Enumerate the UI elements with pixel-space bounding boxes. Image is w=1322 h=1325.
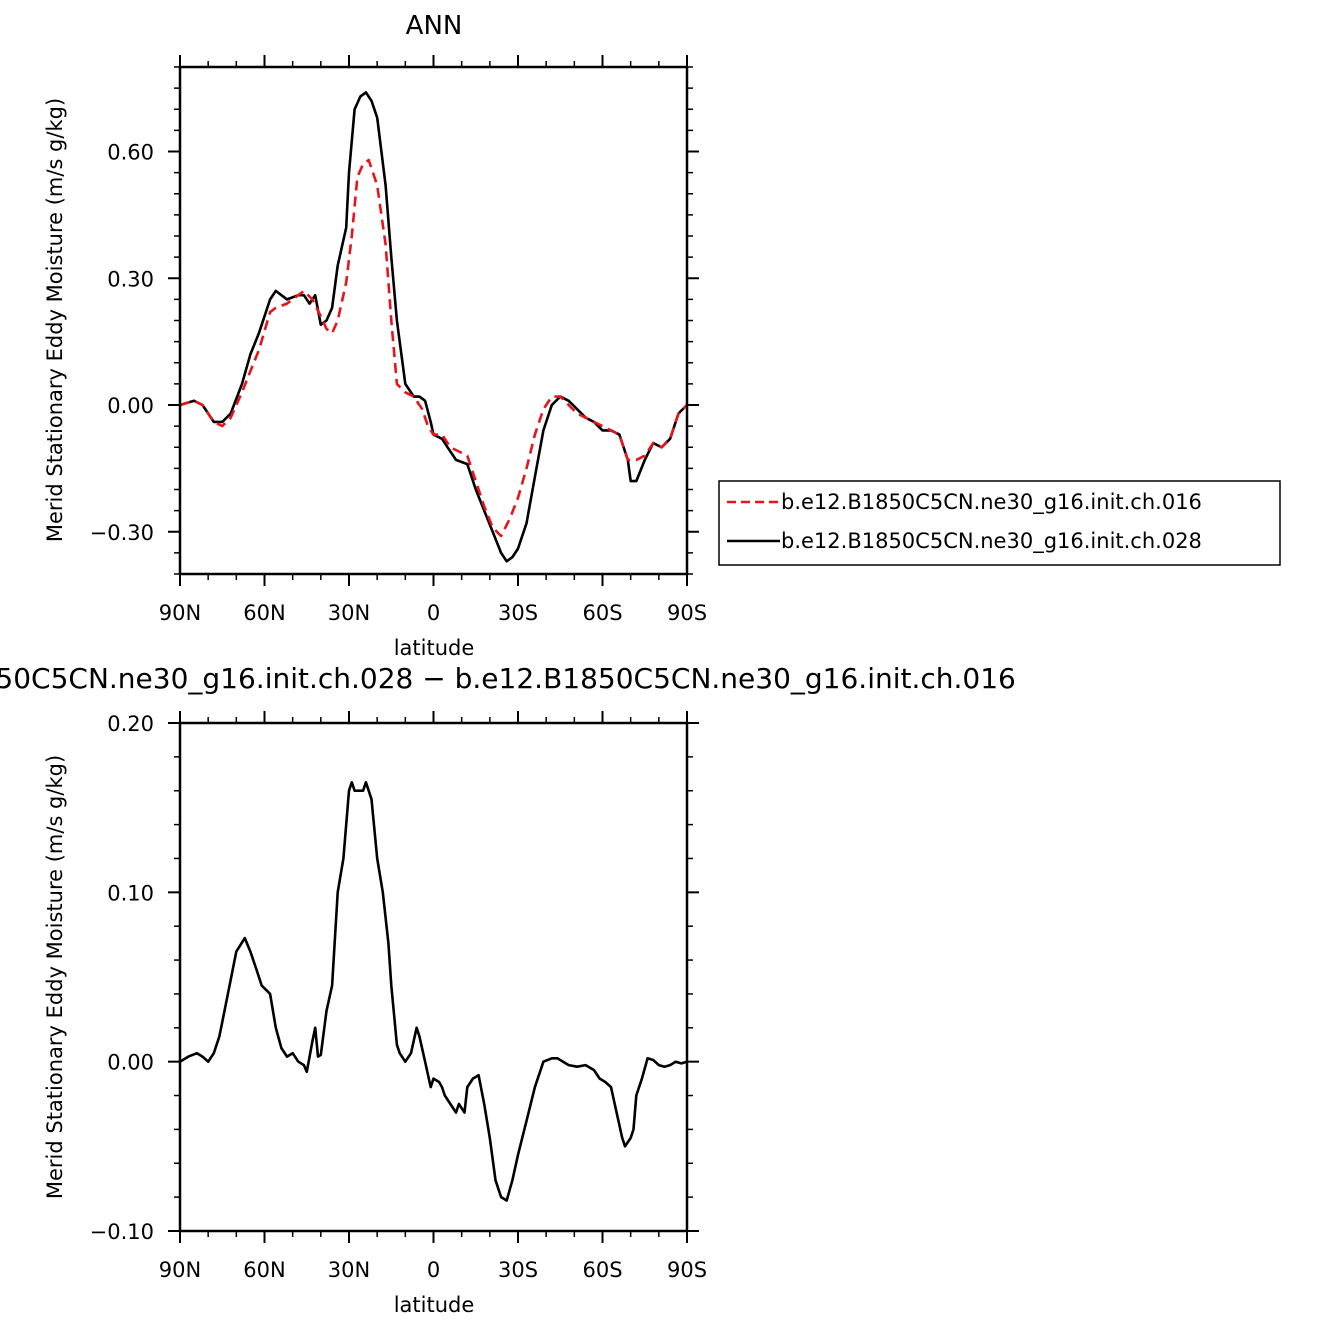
top-plot-frame bbox=[178, 65, 689, 576]
legend-box bbox=[718, 480, 1281, 566]
top-x-tick-label: 60N bbox=[243, 601, 285, 625]
top-y-axis-title: Merid Stationary Eddy Moisture (m/s g/kg… bbox=[43, 98, 67, 542]
bottom-x-tick-label: 60N bbox=[243, 1258, 285, 1282]
bottom-x-tick-label: 30S bbox=[498, 1258, 538, 1282]
difference-chart-title: b.e12.B1850C5CN.ne30_g16.init.ch.028 − b… bbox=[0, 662, 1016, 695]
top-x-tick-label: 30S bbox=[498, 601, 538, 625]
top-axis-ticks: −0.30 0.00 0.30 0.60 90N 60N 30N 0 30S 60S 90S bbox=[90, 55, 707, 625]
top-x-tick-label: 0 bbox=[427, 601, 440, 625]
bottom-axis-ticks: −0.10 0.00 0.10 0.20 90N 60N 30N 0 30S 60S 90S bbox=[90, 711, 707, 1282]
bottom-y-axis-title: Merid Stationary Eddy Moisture (m/s g/kg… bbox=[43, 755, 67, 1199]
legend-label-016: b.e12.B1850C5CN.ne30_g16.init.ch.016 bbox=[781, 490, 1202, 515]
bottom-panel: b.e12.B1850C5CN.ne30_g16.init.ch.028 − b… bbox=[0, 662, 1016, 1317]
bottom-x-tick-label: 90S bbox=[667, 1258, 707, 1282]
top-y-tick-label: 0.60 bbox=[107, 141, 154, 165]
top-y-tick-label: 0.00 bbox=[107, 394, 154, 418]
top-series-group bbox=[179, 91, 688, 563]
top-x-tick-label: 90S bbox=[667, 601, 707, 625]
top-x-tick-label: 60S bbox=[582, 601, 622, 625]
bottom-y-tick-label: 0.20 bbox=[107, 712, 154, 736]
top-series-line-1 bbox=[179, 91, 688, 563]
top-panel: ANN −0.30 0.00 0.30 0.60 90N 60N 30N 0 30S 60S 90S… bbox=[43, 11, 1281, 660]
top-y-tick-label: 0.30 bbox=[107, 267, 154, 291]
bottom-y-tick-label: 0.10 bbox=[107, 881, 154, 905]
top-x-tick-label: 90N bbox=[159, 601, 201, 625]
top-x-tick-label: 30N bbox=[328, 601, 370, 625]
bottom-y-tick-label: −0.10 bbox=[90, 1220, 154, 1244]
bottom-plot-frame bbox=[178, 721, 689, 1233]
bottom-x-tick-label: 60S bbox=[582, 1258, 622, 1282]
legend: b.e12.B1850C5CN.ne30_g16.init.ch.016 b.e… bbox=[718, 480, 1281, 566]
bottom-x-axis-title: latitude bbox=[394, 1293, 475, 1317]
top-y-tick-label: −0.30 bbox=[90, 521, 154, 545]
bottom-series-line-0 bbox=[179, 780, 688, 1202]
top-series-line-0 bbox=[179, 158, 688, 538]
bottom-x-tick-label: 0 bbox=[427, 1258, 440, 1282]
legend-label-028: b.e12.B1850C5CN.ne30_g16.init.ch.028 bbox=[781, 529, 1202, 554]
bottom-series-group bbox=[179, 780, 688, 1202]
bottom-x-tick-label: 30N bbox=[328, 1258, 370, 1282]
top-x-axis-title: latitude bbox=[394, 636, 475, 660]
top-chart-title: ANN bbox=[406, 11, 463, 41]
bottom-x-tick-label: 90N bbox=[159, 1258, 201, 1282]
bottom-y-tick-label: 0.00 bbox=[107, 1051, 154, 1075]
